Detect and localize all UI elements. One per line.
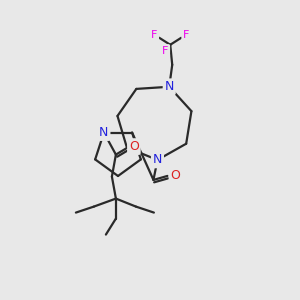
Text: O: O: [129, 140, 139, 153]
Text: F: F: [183, 30, 189, 40]
Text: N: N: [164, 80, 174, 93]
Text: F: F: [162, 46, 168, 56]
Text: N: N: [99, 126, 109, 139]
Text: F: F: [151, 30, 158, 40]
Text: N: N: [153, 153, 162, 167]
Text: O: O: [170, 169, 180, 182]
